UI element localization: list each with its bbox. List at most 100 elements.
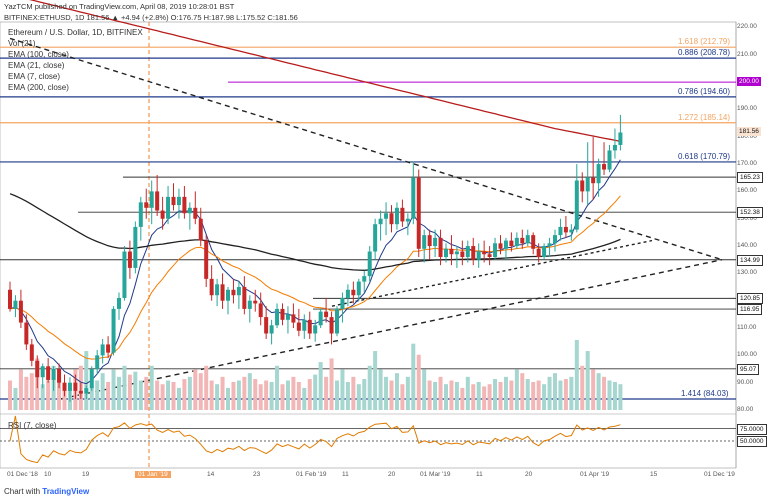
volume-bar	[324, 376, 329, 410]
candle-body	[362, 276, 367, 282]
candle-body	[144, 202, 149, 208]
indicator-ema200[interactable]: EMA (200, close)	[8, 83, 69, 92]
volume-bar	[182, 379, 187, 410]
volume-bar	[117, 376, 121, 410]
volume-bar	[204, 365, 209, 410]
volume-bar	[465, 376, 470, 410]
candle-body	[378, 218, 383, 225]
volume-bar	[209, 380, 214, 410]
candle-body	[335, 308, 339, 334]
candle-body	[51, 369, 56, 380]
candle-body	[193, 207, 198, 219]
volume-bar	[111, 369, 116, 410]
volume-bar	[296, 382, 301, 410]
level-price-badge: 134.99	[737, 254, 763, 266]
candle-body	[525, 235, 530, 244]
candle-body	[547, 243, 552, 247]
level-price-badge: 95.07	[737, 363, 760, 375]
volume-bar	[340, 369, 345, 410]
volume-bar	[542, 384, 547, 410]
volume-bar	[100, 373, 105, 410]
candle-body	[73, 382, 78, 391]
indicator-vol[interactable]: Vol (21)	[8, 39, 36, 48]
x-tick-label: 19	[82, 471, 90, 478]
indicator-ema100[interactable]: EMA (100, close)	[8, 50, 69, 59]
volume-bar	[471, 384, 476, 410]
volume-bar	[166, 380, 171, 410]
y-tick-label: 100.00	[737, 351, 757, 359]
candle-body	[24, 322, 29, 345]
volume-bar	[427, 380, 432, 410]
candle-body	[231, 289, 236, 296]
volume-bar	[482, 386, 487, 410]
volume-bar	[122, 365, 127, 410]
candle-body	[176, 196, 181, 206]
volume-bar	[433, 382, 438, 410]
rsi-level-badge: 50.0000	[737, 436, 767, 447]
volume-bar	[95, 380, 100, 410]
x-tick-label: 01 Mar '19	[420, 471, 451, 478]
candle-body	[149, 191, 154, 208]
volume-bar	[558, 380, 563, 410]
volume-bar	[476, 382, 481, 410]
candle-body	[122, 251, 127, 298]
volume-bar	[514, 369, 519, 410]
chart-title: Ethereum / U.S. Dollar, 1D, BITFINEX	[8, 28, 143, 37]
level-price-badge: 120.85	[737, 293, 763, 305]
candle-body	[373, 224, 378, 252]
volume-bar	[612, 382, 617, 410]
rsi-label[interactable]: RSI (7, close)	[8, 421, 57, 430]
volume-bar	[160, 384, 165, 410]
volume-bar	[460, 387, 465, 410]
volume-bar	[18, 369, 23, 410]
descending-trendline	[9, 37, 723, 261]
candle-body	[18, 300, 23, 323]
level-price-badge: 200.00	[737, 77, 761, 87]
volume-bar	[106, 382, 111, 410]
candle-body	[236, 287, 241, 296]
y-tick-label: 110.00	[737, 324, 757, 332]
candle-body	[438, 237, 443, 257]
candle-body	[209, 278, 214, 296]
volume-bar	[493, 379, 498, 410]
footer-prefix: Chart with	[4, 487, 41, 496]
candle-body	[351, 289, 356, 296]
volume-bar	[62, 384, 67, 410]
x-tick-label: 01 Feb '19	[296, 471, 327, 478]
volume-bar	[280, 384, 285, 410]
volume-bar	[438, 376, 443, 410]
quote-line: BITFINEX:ETHUSD, 1D 181.56 ▲ +4.94 (+2.8…	[4, 13, 298, 22]
candle-body	[89, 369, 94, 389]
candle-body	[542, 246, 547, 257]
volume-bar	[405, 376, 410, 410]
fib-label: 1.414 (84.03)	[681, 388, 729, 398]
candle-body	[57, 369, 62, 383]
footer[interactable]: Chart with TradingView	[4, 487, 89, 496]
y-tick-label: 220.00	[737, 23, 757, 31]
volume-bar	[247, 373, 252, 410]
candle-body	[198, 218, 203, 241]
indicator-ema21[interactable]: EMA (21, close)	[8, 61, 65, 70]
fib-label: 1.618 (212.79)	[678, 37, 731, 47]
candle-body	[476, 251, 481, 260]
volume-bar	[253, 379, 258, 410]
volume-bar	[226, 387, 230, 410]
candle-body	[536, 248, 541, 257]
candle-body	[394, 207, 399, 225]
candle-body	[106, 344, 111, 353]
volume-bar	[329, 358, 334, 410]
indicator-ema7[interactable]: EMA (7, close)	[8, 72, 61, 81]
volume-bar	[13, 387, 18, 410]
candle-body	[264, 317, 269, 334]
candle-body	[84, 388, 89, 394]
volume-bar	[215, 384, 220, 410]
y-tick-label: 210.00	[737, 50, 757, 58]
volume-bar	[318, 362, 323, 410]
x-tick-label: 01 Jan '19	[135, 471, 171, 478]
volume-bar	[400, 384, 405, 410]
tradingview-logo[interactable]: TradingView	[42, 487, 90, 496]
x-tick-label: 23	[253, 471, 261, 478]
volume-bar	[57, 376, 62, 410]
candle-body	[127, 251, 132, 268]
